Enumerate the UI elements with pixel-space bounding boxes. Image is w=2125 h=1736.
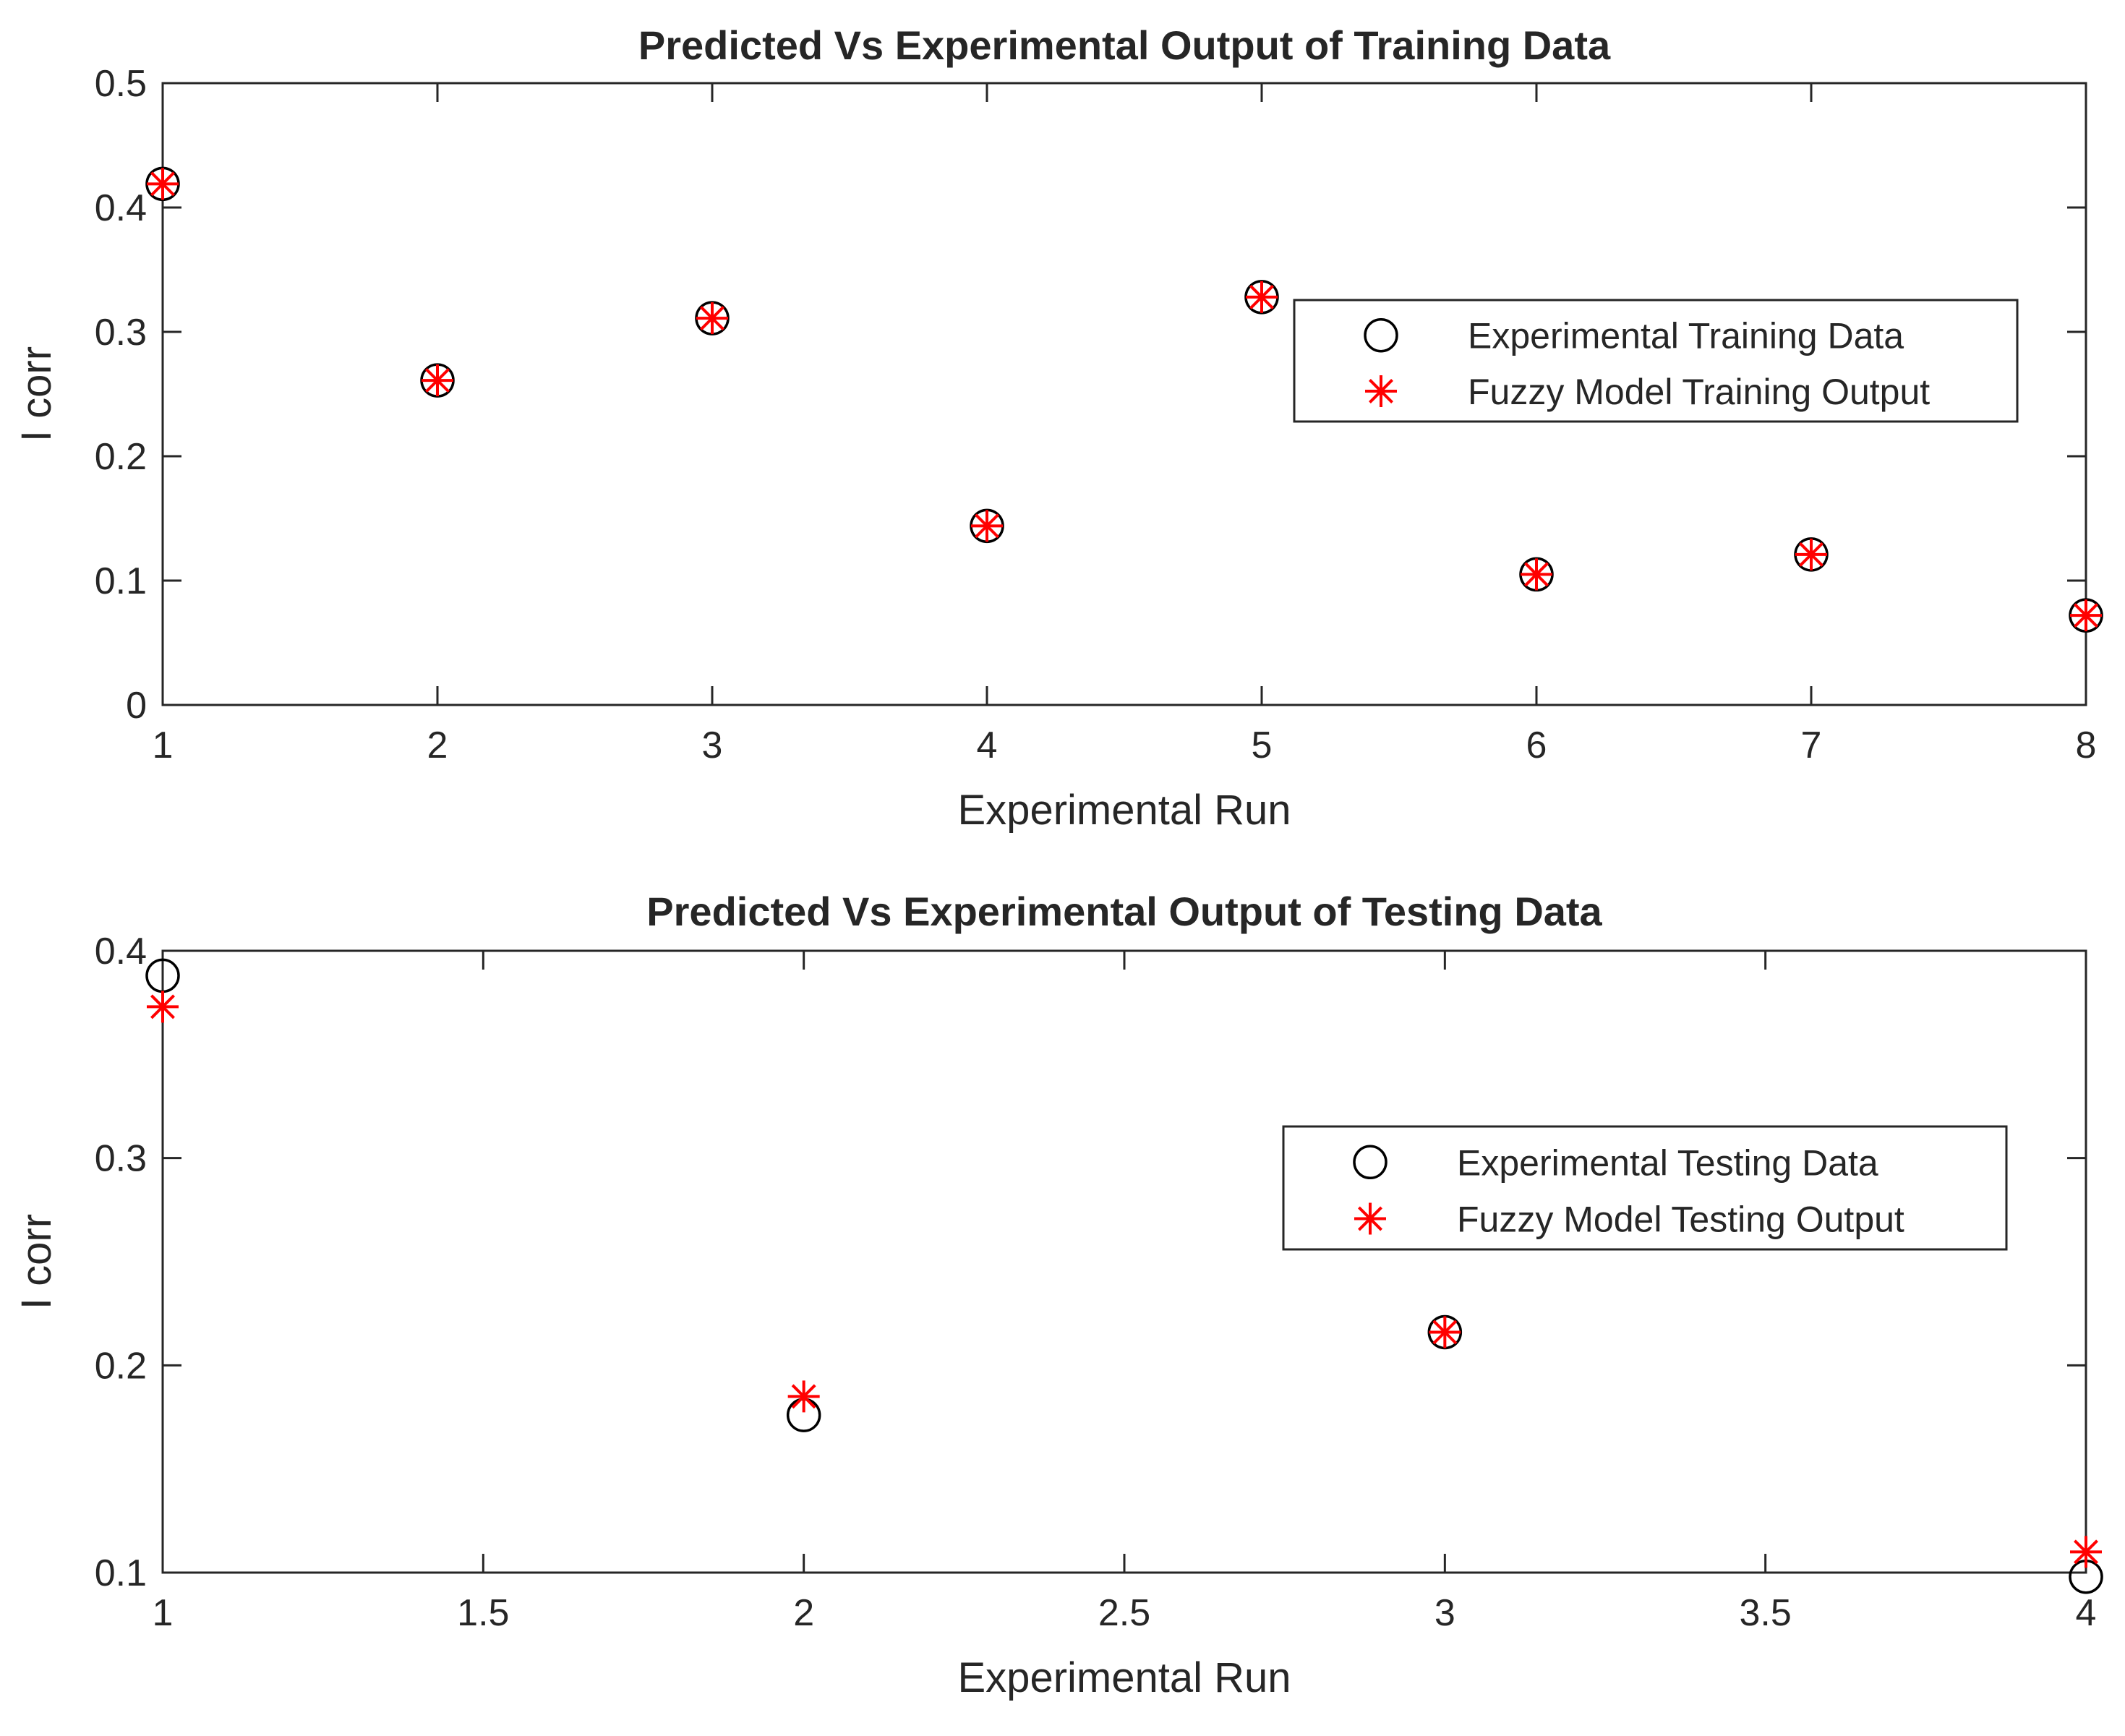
- x-tick-label: 8: [2076, 724, 2097, 766]
- model-output-point: [422, 364, 453, 397]
- legend-star-marker-icon: [1354, 1202, 1386, 1235]
- model-output-point: [147, 991, 179, 1023]
- y-tick-label: 0.3: [95, 1138, 147, 1180]
- testing-y-axis-label: I corr: [13, 1214, 60, 1309]
- testing-markers: [145, 958, 2103, 1594]
- y-tick-label: 0.2: [95, 1345, 147, 1387]
- x-tick-label: 6: [1526, 724, 1547, 766]
- model-output-point: [1429, 1316, 1461, 1348]
- x-tick-label: 2: [427, 724, 448, 766]
- x-tick-label: 4: [2076, 1592, 2097, 1634]
- model-output-point: [787, 1380, 820, 1413]
- model-output-point: [2070, 1536, 2102, 1568]
- training-legend-label-fuzzy: Fuzzy Model Training Output: [1468, 372, 1930, 412]
- training-legend-box: [1293, 299, 2019, 423]
- training-legend-label-experimental: Experimental Training Data: [1468, 316, 1904, 356]
- model-output-point: [1521, 558, 1552, 591]
- y-tick-label: 0.1: [95, 1552, 147, 1594]
- training-x-axis-label: Experimental Run: [958, 787, 1291, 834]
- testing-legend-entry-fuzzy: Fuzzy Model Testing Output: [1354, 1200, 1904, 1240]
- testing-axes-box: [161, 949, 2087, 1574]
- x-tick-label: 3.5: [1740, 1592, 1792, 1634]
- training-legend-entry-experimental: Experimental Training Data: [1364, 316, 1904, 356]
- model-output-point: [1795, 538, 1827, 570]
- model-output-point: [1246, 281, 1278, 313]
- y-tick-label: 0: [126, 685, 147, 727]
- testing-legend: Experimental Testing Data Fuzzy Model Te…: [1282, 1125, 2008, 1251]
- x-tick-label: 2.5: [1098, 1592, 1150, 1634]
- training-y-axis-label: I corr: [13, 346, 60, 442]
- training-title: Predicted Vs Experimental Output of Trai…: [638, 22, 1611, 68]
- model-output-point: [696, 302, 728, 335]
- x-tick-label: 7: [1801, 724, 1822, 766]
- y-tick-label: 0.4: [95, 931, 147, 972]
- model-output-point: [2070, 599, 2102, 632]
- training-ticks: 1 2 3 4 5 6 7 8 0 0.1 0.2 0.3 0.4 0.5: [95, 63, 2097, 766]
- testing-title: Predicted Vs Experimental Output of Test…: [646, 889, 1602, 934]
- training-legend: Experimental Training Data Fuzzy Model T…: [1293, 299, 2019, 423]
- x-tick-label: 2: [793, 1592, 814, 1634]
- x-tick-label: 3: [1435, 1592, 1455, 1634]
- x-tick-label: 4: [977, 724, 998, 766]
- testing-legend-entry-experimental: Experimental Testing Data: [1353, 1142, 1878, 1183]
- model-output-point: [971, 510, 1003, 542]
- x-tick-label: 1: [153, 724, 174, 766]
- y-tick-label: 0.4: [95, 187, 147, 229]
- testing-legend-box: [1282, 1125, 2008, 1251]
- testing-plot: 1 1.5 2 2.5 3 3.5 4 0.1 0.2 0.3 0.4 Predicted Vs E…: [13, 889, 2103, 1701]
- x-tick-label: 1.5: [457, 1592, 509, 1634]
- y-tick-label: 0.5: [95, 63, 147, 105]
- testing-legend-label-fuzzy: Fuzzy Model Testing Output: [1457, 1200, 1904, 1240]
- training-plot: 1 2 3 4 5 6 7 8 0 0.1 0.2 0.3 0.4 0.5 Predicted Vs Ex…: [13, 22, 2103, 834]
- testing-ticks: 1 1.5 2 2.5 3 3.5 4 0.1 0.2 0.3 0.4: [95, 931, 2097, 1634]
- training-legend-entry-fuzzy: Fuzzy Model Training Output: [1365, 372, 1930, 412]
- testing-x-axis-label: Experimental Run: [958, 1654, 1291, 1701]
- y-tick-label: 0.2: [95, 436, 147, 478]
- x-tick-label: 1: [153, 1592, 174, 1634]
- y-tick-label: 0.1: [95, 560, 147, 602]
- training-markers: [145, 166, 2103, 633]
- legend-star-marker-icon: [1365, 375, 1397, 407]
- y-tick-label: 0.3: [95, 312, 147, 354]
- legend-circle-marker-icon: [1353, 1145, 1388, 1180]
- legend-circle-marker-icon: [1364, 317, 1398, 353]
- testing-legend-label-experimental: Experimental Testing Data: [1457, 1142, 1878, 1183]
- model-output-point: [147, 168, 179, 200]
- x-tick-label: 3: [702, 724, 723, 766]
- x-tick-label: 5: [1252, 724, 1273, 766]
